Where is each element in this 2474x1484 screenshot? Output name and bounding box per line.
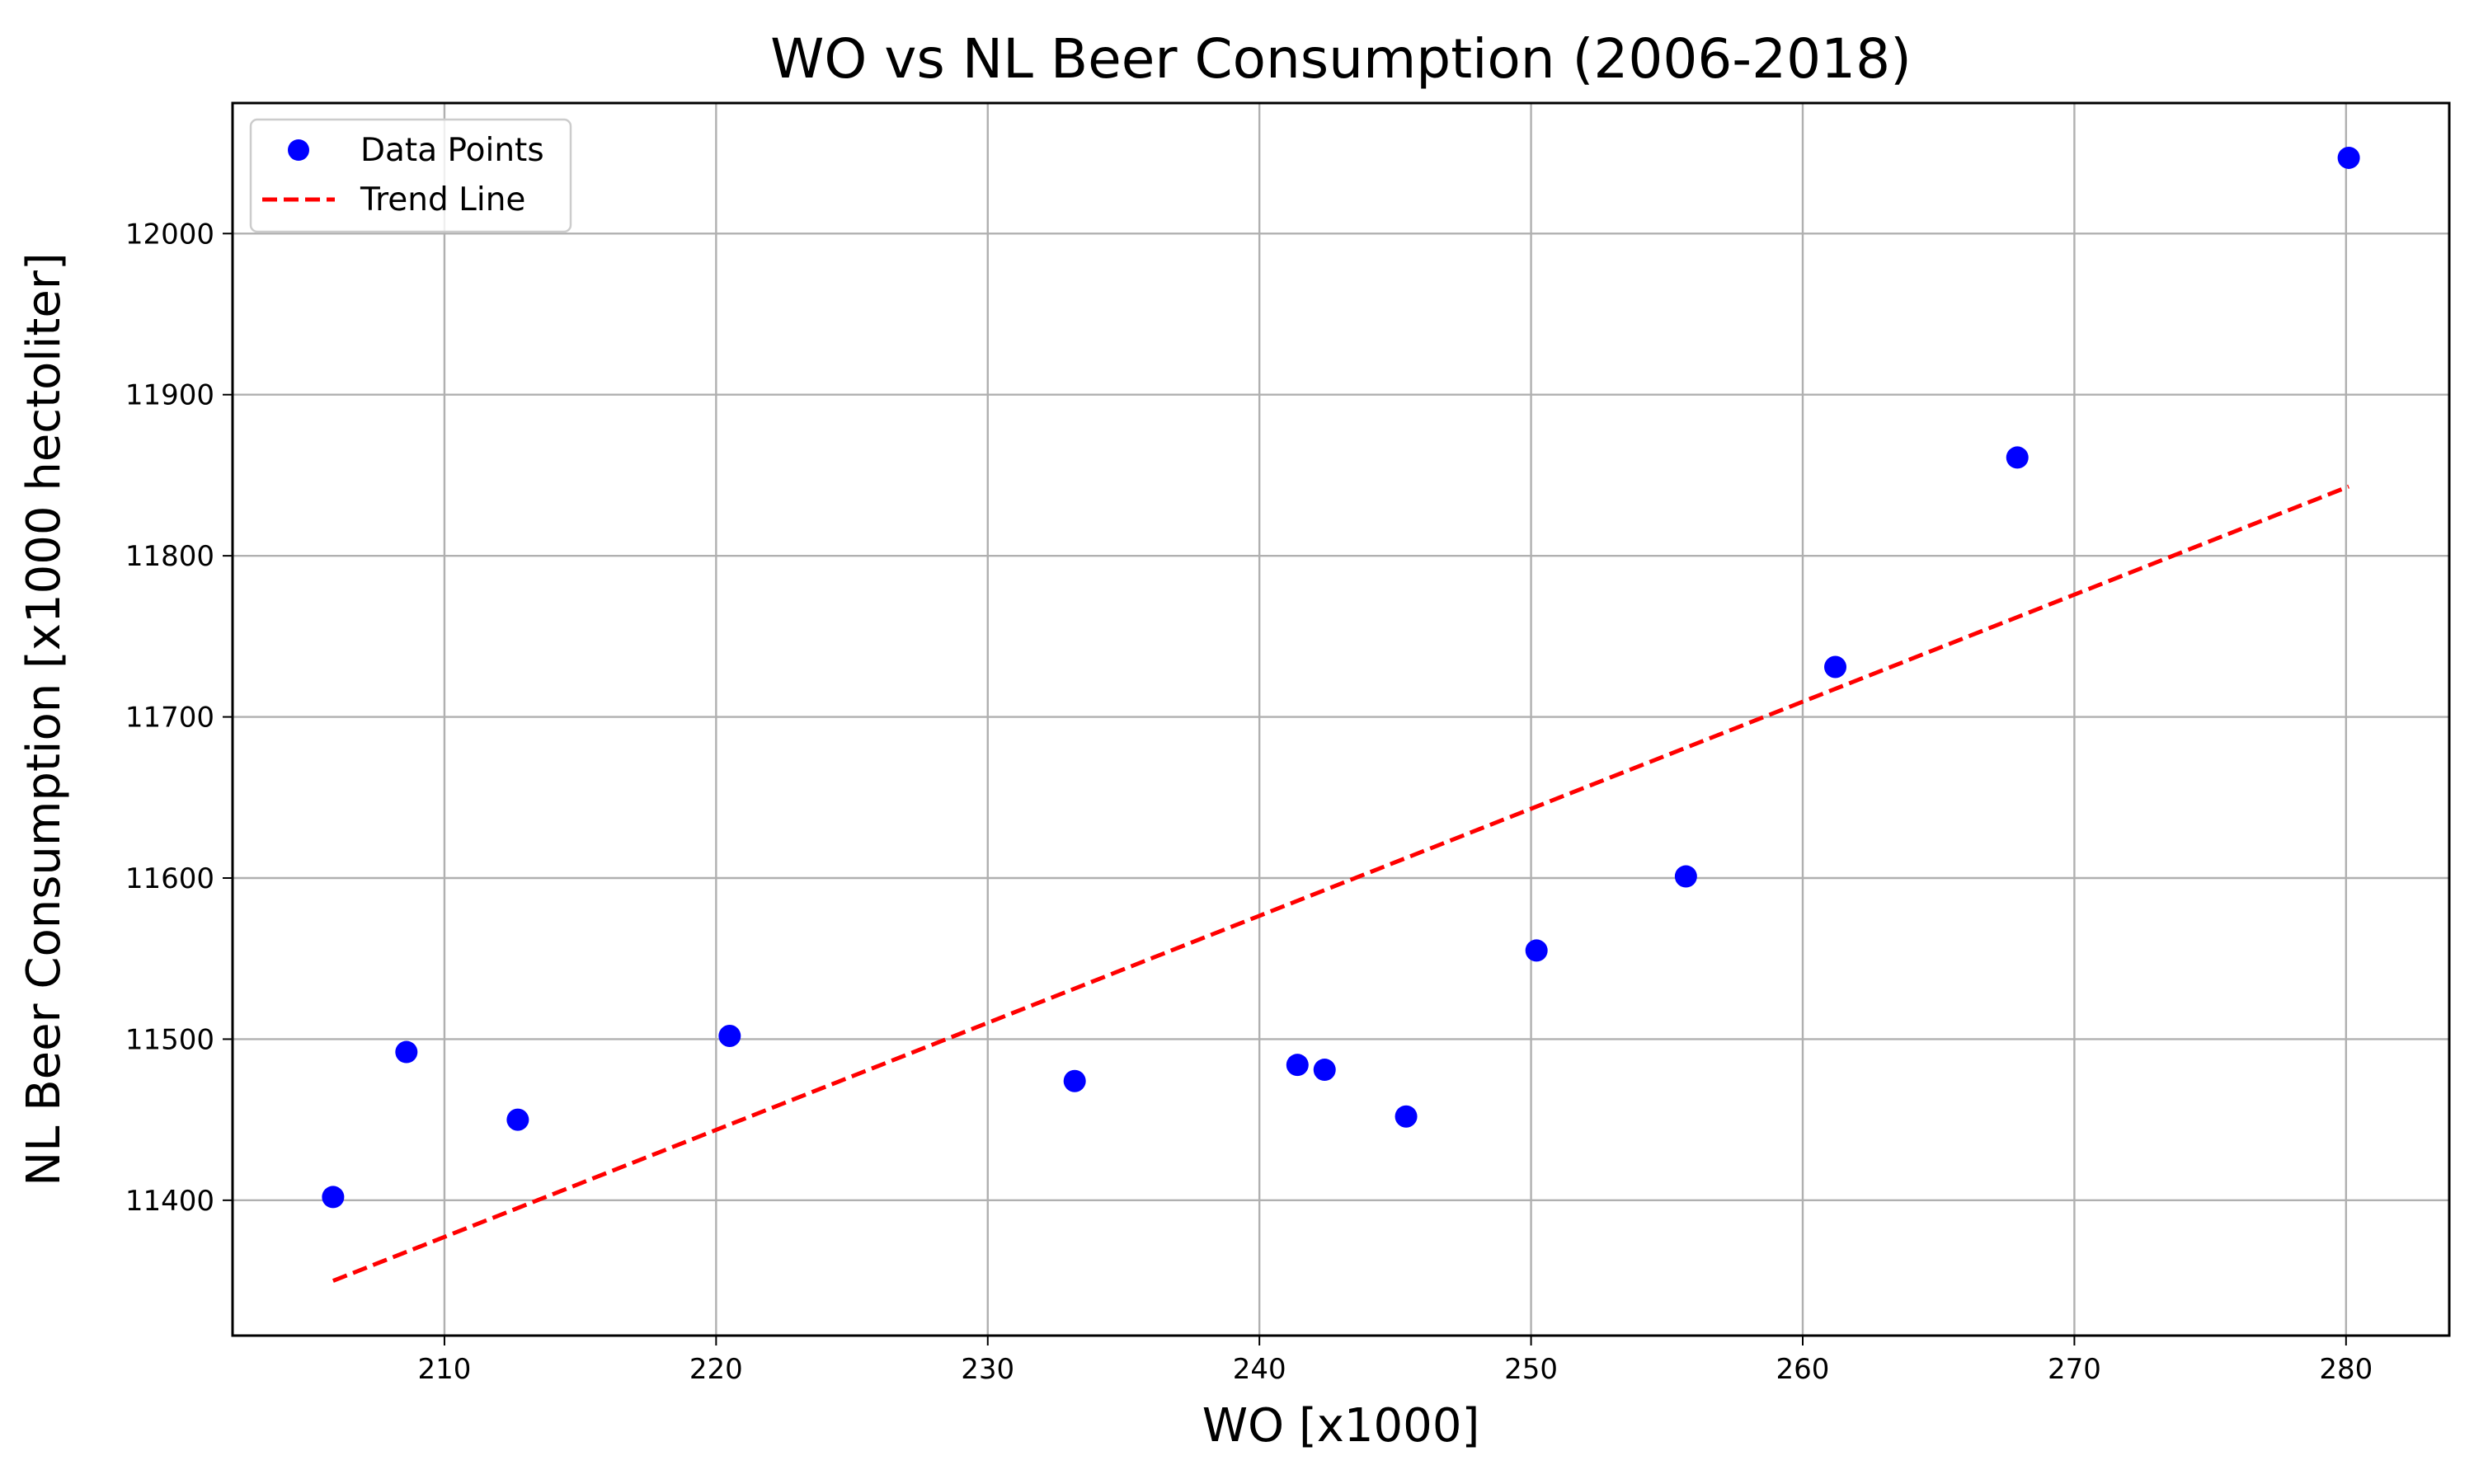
y-tick-label: 11800 [125,540,214,573]
data-point [1674,865,1697,888]
data-point [1063,1069,1086,1092]
data-point [2337,146,2360,169]
grid [233,103,2449,1336]
x-tick-label: 250 [1504,1353,1558,1386]
data-point [1395,1105,1418,1128]
x-tick-label: 230 [961,1353,1014,1386]
data-point [2006,446,2029,469]
x-tick-label: 260 [1776,1353,1830,1386]
y-tick-label: 11700 [125,702,214,735]
legend-label-data-points: Data Points [360,132,544,169]
legend-marker-data-points [288,139,309,161]
y-tick-label: 11600 [125,862,214,895]
y-tick-label: 11400 [125,1185,214,1218]
x-tick-label: 220 [689,1353,743,1386]
plot-area-frame [231,101,2451,1337]
x-tick-label: 280 [2319,1353,2373,1386]
trend-line [332,484,2350,1283]
data-point [1313,1059,1336,1082]
data-point [506,1108,529,1131]
data-point [1286,1054,1309,1077]
legend: Data Points Trend Line [249,118,572,233]
legend-label-trend-line: Trend Line [360,181,525,218]
data-point [322,1186,345,1209]
data-point [1525,939,1548,962]
data-point [718,1025,741,1048]
x-axis-title: WO [x1000] [1202,1399,1480,1453]
y-tick-label: 12000 [125,218,214,251]
x-tick-label: 270 [2048,1353,2101,1386]
legend-box [249,118,572,233]
y-axis-title: NL Beer Consumption [x1000 hectoliter] [17,252,71,1186]
trend-line-layer [332,484,2350,1283]
data-points-layer [322,146,2360,1209]
axis-ticks: 210 220 230 240 250 260 270 280 11400 11500 11600 1… [125,218,2373,1386]
y-tick-label: 11500 [125,1023,214,1056]
x-tick-label: 210 [417,1353,471,1386]
chart-title: WO vs NL Beer Consumption (2006-2018) [770,27,1912,91]
x-tick-label: 240 [1233,1353,1286,1386]
y-tick-label: 11900 [125,379,214,412]
data-point [395,1040,418,1064]
data-point [1824,655,1847,679]
